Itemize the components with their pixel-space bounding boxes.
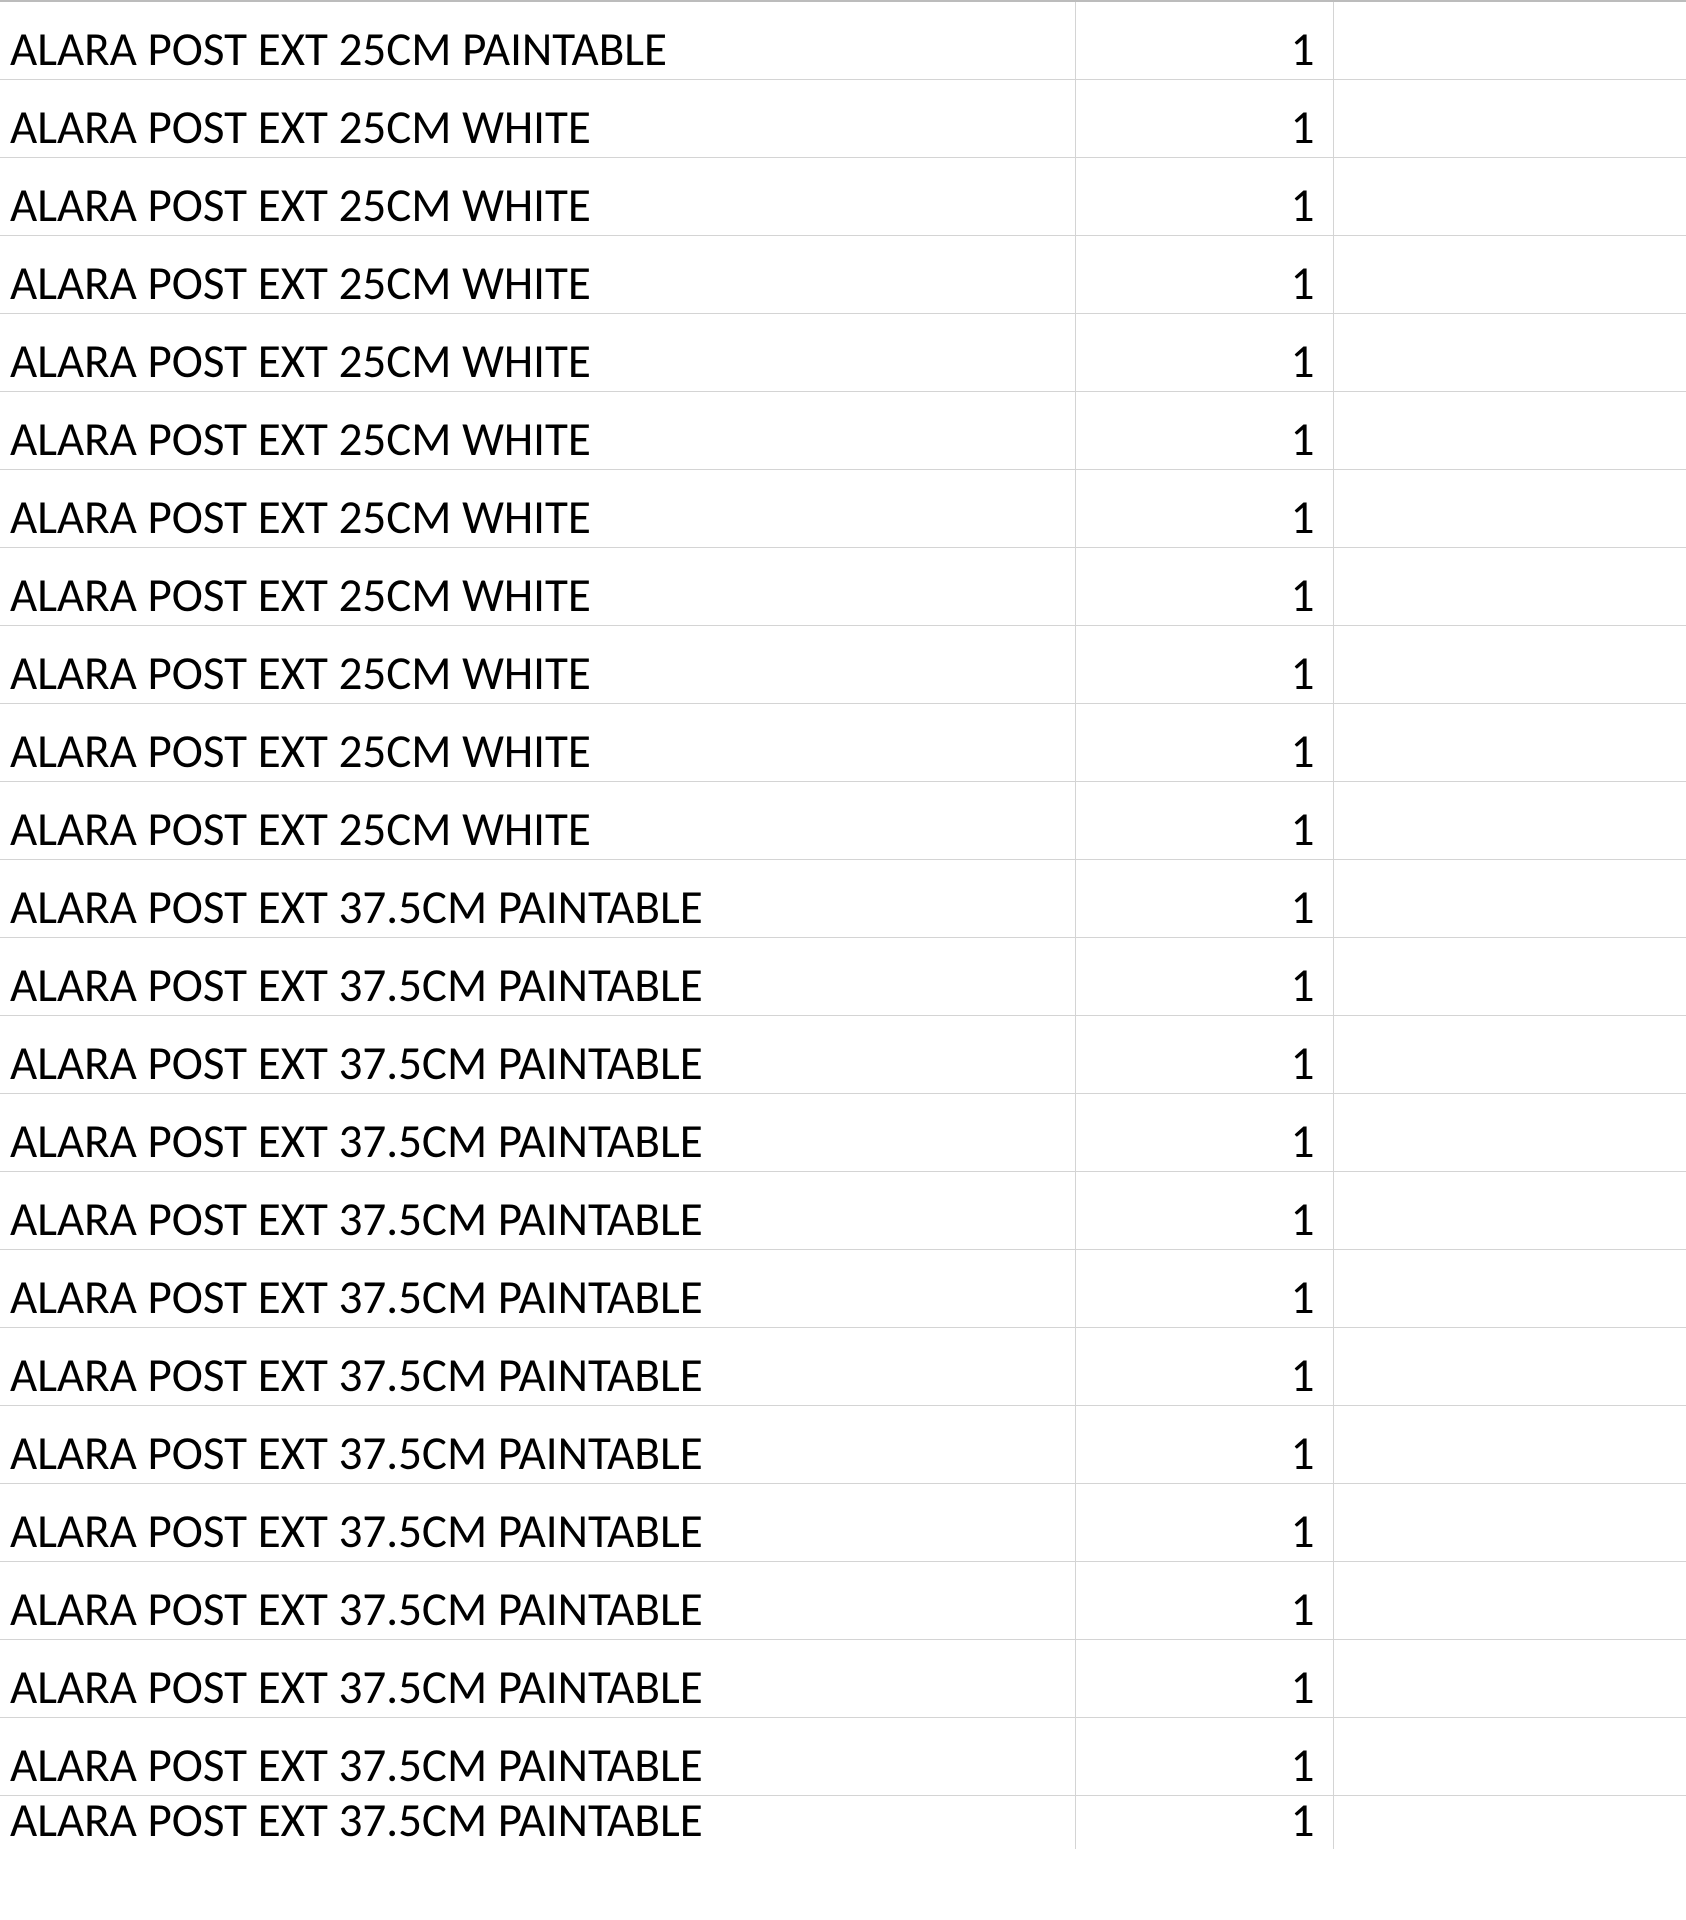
cell-quantity[interactable]: 1 bbox=[1075, 1483, 1333, 1561]
cell-quantity[interactable]: 1 bbox=[1075, 79, 1333, 157]
cell-empty[interactable] bbox=[1333, 391, 1686, 469]
cell-quantity[interactable]: 1 bbox=[1075, 1795, 1333, 1849]
table-row[interactable]: ALARA POST EXT 25CM WHITE1 bbox=[0, 79, 1686, 157]
cell-empty[interactable] bbox=[1333, 469, 1686, 547]
cell-description[interactable]: ALARA POST EXT 25CM WHITE bbox=[0, 703, 1075, 781]
cell-description[interactable]: ALARA POST EXT 25CM WHITE bbox=[0, 79, 1075, 157]
cell-empty[interactable] bbox=[1333, 1093, 1686, 1171]
cell-empty[interactable] bbox=[1333, 1795, 1686, 1849]
table-row[interactable]: ALARA POST EXT 37.5CM PAINTABLE1 bbox=[0, 937, 1686, 1015]
cell-quantity[interactable]: 1 bbox=[1075, 1171, 1333, 1249]
cell-empty[interactable] bbox=[1333, 1, 1686, 79]
cell-empty[interactable] bbox=[1333, 781, 1686, 859]
table-row[interactable]: ALARA POST EXT 37.5CM PAINTABLE1 bbox=[0, 1717, 1686, 1795]
cell-empty[interactable] bbox=[1333, 79, 1686, 157]
table-row[interactable]: ALARA POST EXT 25CM WHITE1 bbox=[0, 391, 1686, 469]
cell-quantity[interactable]: 1 bbox=[1075, 1639, 1333, 1717]
cell-empty[interactable] bbox=[1333, 1015, 1686, 1093]
cell-description[interactable]: ALARA POST EXT 37.5CM PAINTABLE bbox=[0, 859, 1075, 937]
cell-quantity[interactable]: 1 bbox=[1075, 469, 1333, 547]
table-row[interactable]: ALARA POST EXT 37.5CM PAINTABLE1 bbox=[0, 1015, 1686, 1093]
cell-empty[interactable] bbox=[1333, 937, 1686, 1015]
table-row[interactable]: ALARA POST EXT 37.5CM PAINTABLE1 bbox=[0, 1639, 1686, 1717]
table-row[interactable]: ALARA POST EXT 37.5CM PAINTABLE1 bbox=[0, 859, 1686, 937]
cell-quantity[interactable]: 1 bbox=[1075, 1405, 1333, 1483]
table-row[interactable]: ALARA POST EXT 25CM WHITE1 bbox=[0, 547, 1686, 625]
cell-description[interactable]: ALARA POST EXT 37.5CM PAINTABLE bbox=[0, 937, 1075, 1015]
cell-empty[interactable] bbox=[1333, 1639, 1686, 1717]
cell-description[interactable]: ALARA POST EXT 37.5CM PAINTABLE bbox=[0, 1015, 1075, 1093]
cell-quantity[interactable]: 1 bbox=[1075, 313, 1333, 391]
cell-empty[interactable] bbox=[1333, 1717, 1686, 1795]
table-row[interactable]: ALARA POST EXT 25CM WHITE1 bbox=[0, 703, 1686, 781]
cell-description[interactable]: ALARA POST EXT 37.5CM PAINTABLE bbox=[0, 1561, 1075, 1639]
cell-quantity[interactable]: 1 bbox=[1075, 625, 1333, 703]
table-row[interactable]: ALARA POST EXT 37.5CM PAINTABLE1 bbox=[0, 1093, 1686, 1171]
cell-description[interactable]: ALARA POST EXT 25CM WHITE bbox=[0, 625, 1075, 703]
table-row[interactable]: ALARA POST EXT 25CM WHITE1 bbox=[0, 469, 1686, 547]
cell-quantity[interactable]: 1 bbox=[1075, 157, 1333, 235]
cell-description[interactable]: ALARA POST EXT 25CM WHITE bbox=[0, 781, 1075, 859]
cell-quantity[interactable]: 1 bbox=[1075, 781, 1333, 859]
spreadsheet-grid[interactable]: ALARA POST EXT 25CM PAINTABLE1ALARA POST… bbox=[0, 0, 1686, 1849]
cell-description[interactable]: ALARA POST EXT 25CM WHITE bbox=[0, 313, 1075, 391]
cell-description[interactable]: ALARA POST EXT 37.5CM PAINTABLE bbox=[0, 1639, 1075, 1717]
table-row[interactable]: ALARA POST EXT 25CM PAINTABLE1 bbox=[0, 1, 1686, 79]
cell-description[interactable]: ALARA POST EXT 25CM WHITE bbox=[0, 469, 1075, 547]
table-row[interactable]: ALARA POST EXT 37.5CM PAINTABLE1 bbox=[0, 1483, 1686, 1561]
cell-empty[interactable] bbox=[1333, 625, 1686, 703]
table-row[interactable]: ALARA POST EXT 25CM WHITE1 bbox=[0, 313, 1686, 391]
cell-empty[interactable] bbox=[1333, 1249, 1686, 1327]
cell-empty[interactable] bbox=[1333, 1561, 1686, 1639]
cell-quantity[interactable]: 1 bbox=[1075, 1, 1333, 79]
table-row[interactable]: ALARA POST EXT 37.5CM PAINTABLE1 bbox=[0, 1171, 1686, 1249]
cell-quantity[interactable]: 1 bbox=[1075, 1717, 1333, 1795]
table-row[interactable]: ALARA POST EXT 37.5CM PAINTABLE1 bbox=[0, 1327, 1686, 1405]
cell-description[interactable]: ALARA POST EXT 37.5CM PAINTABLE bbox=[0, 1483, 1075, 1561]
cell-empty[interactable] bbox=[1333, 547, 1686, 625]
cell-quantity[interactable]: 1 bbox=[1075, 937, 1333, 1015]
cell-empty[interactable] bbox=[1333, 1405, 1686, 1483]
cell-empty[interactable] bbox=[1333, 235, 1686, 313]
cell-description[interactable]: ALARA POST EXT 37.5CM PAINTABLE bbox=[0, 1327, 1075, 1405]
cell-description[interactable]: ALARA POST EXT 25CM PAINTABLE bbox=[0, 1, 1075, 79]
cell-description[interactable]: ALARA POST EXT 37.5CM PAINTABLE bbox=[0, 1249, 1075, 1327]
table-row[interactable]: ALARA POST EXT 25CM WHITE1 bbox=[0, 235, 1686, 313]
cell-quantity[interactable]: 1 bbox=[1075, 391, 1333, 469]
cell-empty[interactable] bbox=[1333, 157, 1686, 235]
cell-description[interactable]: ALARA POST EXT 25CM WHITE bbox=[0, 391, 1075, 469]
cell-empty[interactable] bbox=[1333, 1483, 1686, 1561]
table-row[interactable]: ALARA POST EXT 37.5CM PAINTABLE1 bbox=[0, 1249, 1686, 1327]
table-row[interactable]: ALARA POST EXT 37.5CM PAINTABLE1 bbox=[0, 1561, 1686, 1639]
cell-description[interactable]: ALARA POST EXT 37.5CM PAINTABLE bbox=[0, 1717, 1075, 1795]
cell-quantity[interactable]: 1 bbox=[1075, 1249, 1333, 1327]
table-row[interactable]: ALARA POST EXT 25CM WHITE1 bbox=[0, 781, 1686, 859]
cell-empty[interactable] bbox=[1333, 859, 1686, 937]
cell-empty[interactable] bbox=[1333, 1171, 1686, 1249]
cell-description[interactable]: ALARA POST EXT 25CM WHITE bbox=[0, 235, 1075, 313]
cell-quantity[interactable]: 1 bbox=[1075, 859, 1333, 937]
cell-empty[interactable] bbox=[1333, 313, 1686, 391]
cell-description[interactable]: ALARA POST EXT 37.5CM PAINTABLE bbox=[0, 1795, 1075, 1849]
cell-quantity[interactable]: 1 bbox=[1075, 235, 1333, 313]
cell-quantity[interactable]: 1 bbox=[1075, 547, 1333, 625]
cell-quantity[interactable]: 1 bbox=[1075, 1093, 1333, 1171]
cell-description[interactable]: ALARA POST EXT 37.5CM PAINTABLE bbox=[0, 1171, 1075, 1249]
cell-quantity[interactable]: 1 bbox=[1075, 703, 1333, 781]
table-row[interactable]: ALARA POST EXT 37.5CM PAINTABLE1 bbox=[0, 1405, 1686, 1483]
cell-quantity[interactable]: 1 bbox=[1075, 1015, 1333, 1093]
cell-empty[interactable] bbox=[1333, 703, 1686, 781]
table-row[interactable]: ALARA POST EXT 25CM WHITE1 bbox=[0, 157, 1686, 235]
cell-description[interactable]: ALARA POST EXT 37.5CM PAINTABLE bbox=[0, 1093, 1075, 1171]
cell-quantity[interactable]: 1 bbox=[1075, 1561, 1333, 1639]
cell-description[interactable]: ALARA POST EXT 37.5CM PAINTABLE bbox=[0, 1405, 1075, 1483]
cell-empty[interactable] bbox=[1333, 1327, 1686, 1405]
cell-quantity[interactable]: 1 bbox=[1075, 1327, 1333, 1405]
table-row[interactable]: ALARA POST EXT 25CM WHITE1 bbox=[0, 625, 1686, 703]
cell-description[interactable]: ALARA POST EXT 25CM WHITE bbox=[0, 157, 1075, 235]
cell-description[interactable]: ALARA POST EXT 25CM WHITE bbox=[0, 547, 1075, 625]
table-row[interactable]: ALARA POST EXT 37.5CM PAINTABLE1 bbox=[0, 1795, 1686, 1849]
